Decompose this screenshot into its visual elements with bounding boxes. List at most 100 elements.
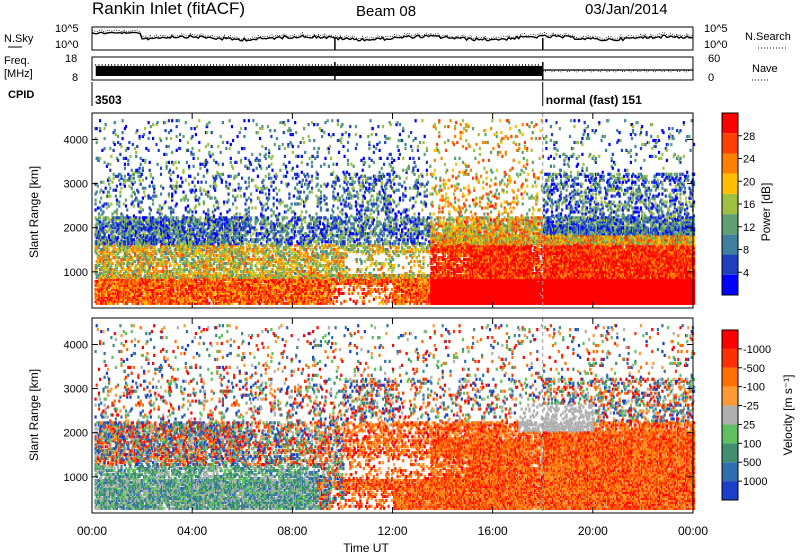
scatter-cell [102, 191, 104, 194]
scatter-cell [124, 175, 126, 178]
scatter-cell [131, 177, 133, 180]
scatter-cell [131, 195, 133, 198]
scatter-cell [105, 187, 107, 190]
scatter-cell [99, 214, 101, 217]
scatter-cell [104, 161, 106, 164]
scatter-cell [108, 218, 110, 221]
scatter-cell [117, 159, 119, 162]
scatter-cell [127, 163, 129, 166]
scatter-cell [132, 246, 134, 249]
scatter-cell [104, 202, 106, 205]
scatter-cell [97, 185, 99, 188]
scatter-cell [99, 119, 101, 122]
scatter-cell [99, 224, 101, 227]
nave-label: Nave [752, 63, 778, 75]
scatter-cell [108, 191, 110, 194]
scatter-cell [96, 127, 98, 130]
scatter-cell [134, 181, 136, 184]
scatter-cell [124, 240, 126, 243]
scatter-cell [115, 195, 117, 198]
freq-traces [96, 62, 693, 80]
scatter-cell [115, 189, 117, 192]
scatter-cell [110, 230, 112, 233]
scatter-cell [109, 169, 111, 172]
scatter-cell [131, 234, 133, 237]
scatter-cell [109, 195, 111, 198]
scatter-cell [132, 183, 134, 186]
date-title: 03/Jan/2014 [585, 1, 668, 18]
scatter-cell [136, 129, 138, 132]
noise-right-tick-top: 10^5 [704, 23, 728, 35]
scatter-cell [114, 230, 116, 233]
freq-block-1 [96, 66, 543, 76]
freq-right-tick-bottom: 0 [708, 72, 714, 84]
scatter-cell [120, 175, 122, 178]
scatter-cell [100, 262, 102, 265]
scatter-cell [113, 149, 115, 152]
scatter-cell [119, 195, 121, 198]
scatter-cell [113, 189, 115, 192]
beam-title: Beam 08 [356, 3, 416, 20]
scatter-cell [132, 256, 134, 259]
scatter-cell [129, 155, 131, 158]
scatter-cell [95, 202, 97, 205]
scatter-cell [116, 208, 118, 211]
scatter-cell [133, 177, 135, 180]
scatter-cell [100, 189, 102, 192]
scatter-cell [136, 199, 138, 202]
scatter-cell [119, 183, 121, 186]
station-title: Rankin Inlet (fitACF) [92, 0, 245, 18]
scatter-cell [111, 212, 113, 215]
scatter-cell [134, 193, 136, 196]
scatter-cell [115, 254, 117, 257]
scatter-cell [115, 133, 117, 136]
scatter-cell [117, 135, 119, 138]
scatter-cell [125, 199, 127, 202]
scatter-cell [100, 181, 102, 184]
scatter-cell [95, 208, 97, 211]
scatter-cell [98, 264, 100, 267]
scatter-cell [116, 199, 118, 202]
scatter-cell [111, 181, 113, 184]
noise-left-tick-bottom: 10^0 [55, 39, 79, 51]
scatter-cell [114, 143, 116, 146]
scatter-cell [125, 157, 127, 160]
scatter-cell [124, 167, 126, 170]
scatter-cell [99, 201, 101, 204]
scatter-cell [119, 191, 121, 194]
scatter-cell [118, 179, 120, 182]
noise-left-tick-top: 10^5 [55, 23, 79, 35]
scatter-cell [104, 137, 106, 140]
scatter-cell [123, 202, 125, 205]
scatter-cell [108, 204, 110, 207]
scatter-cell [125, 125, 127, 128]
scatter-cell [118, 204, 120, 207]
scatter-cell [122, 119, 124, 122]
scatter-cell [96, 272, 98, 275]
scatter-cell [125, 179, 127, 182]
scatter-cell [135, 151, 137, 154]
scatter-cell [124, 185, 126, 188]
scatter-cell [119, 232, 121, 235]
scatter-cell [125, 204, 127, 207]
noise-traces [92, 30, 693, 50]
scatter-cell [127, 159, 129, 162]
scatter-cell [105, 242, 107, 245]
scatter-cell [123, 262, 125, 265]
scatter-cell [134, 260, 136, 263]
scatter-cell [99, 127, 101, 130]
scatter-cell [95, 183, 97, 186]
scatter-cell [111, 262, 113, 265]
scatter-cell [110, 202, 112, 205]
scatter-cell [136, 145, 138, 148]
freq-left-tick-top: 18 [65, 53, 77, 65]
scatter-cell [99, 220, 101, 223]
scatter-cell [134, 147, 136, 150]
scatter-cell [135, 240, 137, 243]
scatter-cell [127, 147, 129, 150]
scatter-cell [99, 157, 101, 160]
scatter-cell [108, 248, 110, 251]
scatter-cell [95, 199, 97, 202]
freq-left-tick-bottom: 8 [72, 72, 78, 84]
scatter-cell [123, 216, 125, 219]
